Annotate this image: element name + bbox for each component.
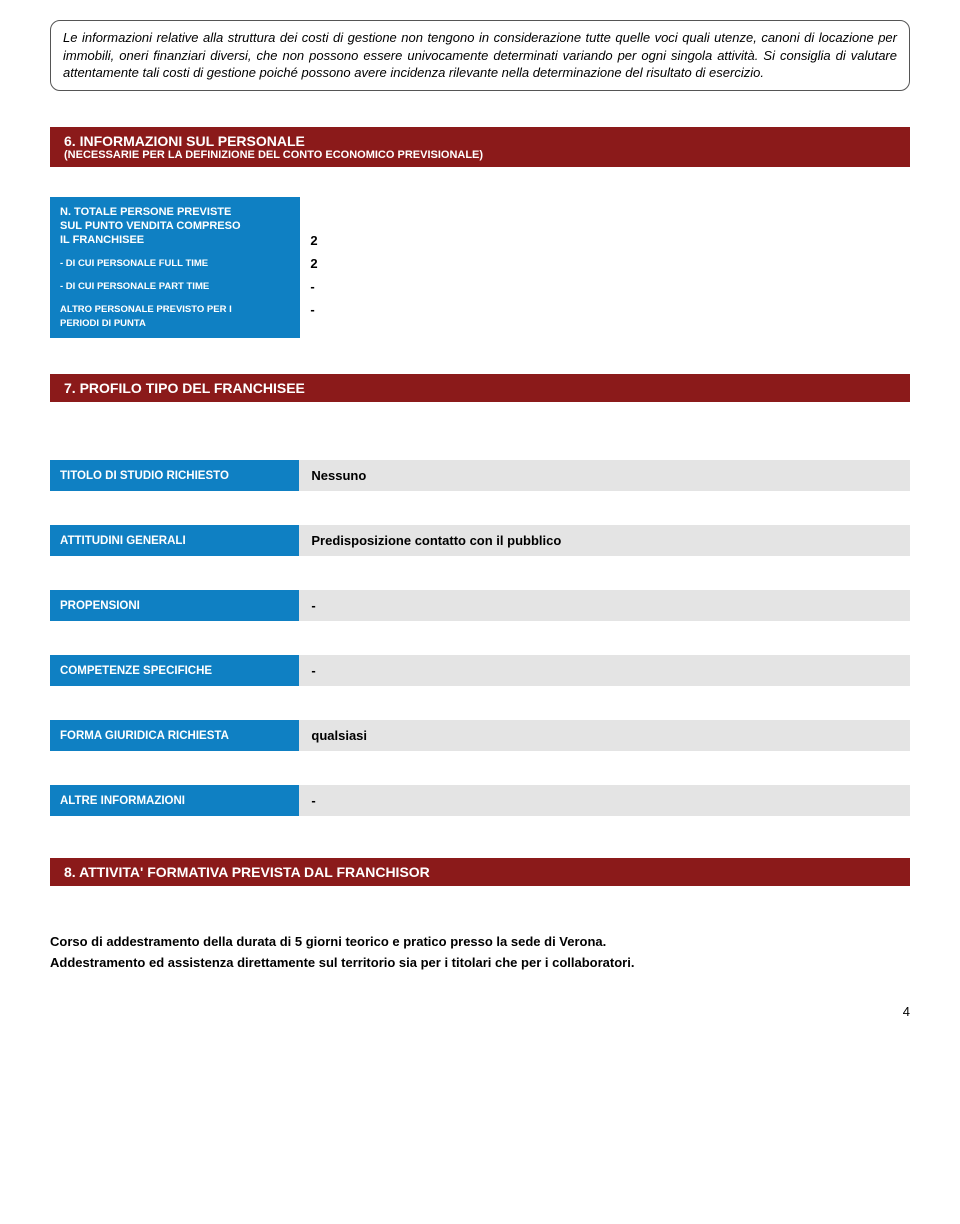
training-info: Corso di addestramento della durata di 5…	[50, 932, 910, 974]
profile-label-forma: FORMA GIURIDICA RICHIESTA	[50, 720, 299, 751]
info-note-text: Le informazioni relative alla struttura …	[63, 30, 897, 80]
section-7-title: PROFILO TIPO DEL FRANCHISEE	[80, 380, 305, 396]
profile-value-competenze: -	[299, 655, 910, 686]
personnel-row-value: -	[300, 298, 531, 339]
section-8-title: ATTIVITA' FORMATIVA PREVISTA DAL FRANCHI…	[79, 864, 430, 880]
profile-value-attitudini: Predisposizione contatto con il pubblico	[299, 525, 910, 556]
section-7-num: 7.	[64, 380, 76, 396]
page-number: 4	[50, 1004, 910, 1019]
personnel-row-value: -	[300, 275, 531, 298]
profile-table: TITOLO DI STUDIO RICHIESTO Nessuno	[50, 454, 910, 497]
profile-label-propensioni: PROPENSIONI	[50, 590, 299, 621]
profile-label-attitudini: ATTITUDINI GENERALI	[50, 525, 299, 556]
profile-table: ALTRE INFORMAZIONI -	[50, 779, 910, 822]
label-text: - DI CUI PERSONALE FULL TIME	[60, 258, 208, 269]
profile-table: FORMA GIURIDICA RICHIESTA qualsiasi	[50, 714, 910, 757]
personnel-table: N. TOTALE PERSONE PREVISTE SUL PUNTO VEN…	[50, 197, 532, 339]
training-line-1: Corso di addestramento della durata di 5…	[50, 932, 910, 953]
profile-value-propensioni: -	[299, 590, 910, 621]
label-text: ALTRO PERSONALE PREVISTO PER I	[60, 304, 232, 315]
info-note-box: Le informazioni relative alla struttura …	[50, 20, 910, 91]
training-line-2: Addestramento ed assistenza direttamente…	[50, 953, 910, 974]
label-text: SUL PUNTO VENDITA COMPRESO	[60, 220, 241, 232]
profile-table: COMPETENZE SPECIFICHE -	[50, 649, 910, 692]
personnel-row-label: - DI CUI PERSONALE PART TIME	[50, 275, 300, 298]
label-text: IL FRANCHISEE	[60, 234, 144, 246]
profile-value-forma: qualsiasi	[299, 720, 910, 751]
personnel-row-value: 2	[300, 197, 531, 252]
section-6-header: 6. INFORMAZIONI SUL PERSONALE (NECESSARI…	[50, 127, 910, 167]
section-6-title: INFORMAZIONI SUL PERSONALE	[80, 133, 305, 149]
personnel-row-label: ALTRO PERSONALE PREVISTO PER I PERIODI D…	[50, 298, 300, 339]
section-6-subtitle: (NECESSARIE PER LA DEFINIZIONE DEL CONTO…	[64, 149, 896, 161]
profile-label-titolo: TITOLO DI STUDIO RICHIESTO	[50, 460, 299, 491]
personnel-row-value: 2	[300, 252, 531, 275]
personnel-row-label: - DI CUI PERSONALE FULL TIME	[50, 252, 300, 275]
profile-value-altre: -	[299, 785, 910, 816]
section-6-num: 6.	[64, 133, 76, 149]
personnel-row-label: N. TOTALE PERSONE PREVISTE SUL PUNTO VEN…	[50, 197, 300, 252]
section-8-header: 8. ATTIVITA' FORMATIVA PREVISTA DAL FRAN…	[50, 858, 910, 886]
section-7-header: 7. PROFILO TIPO DEL FRANCHISEE	[50, 374, 910, 402]
profile-value-titolo: Nessuno	[299, 460, 910, 491]
profile-label-altre: ALTRE INFORMAZIONI	[50, 785, 299, 816]
label-text: N. TOTALE PERSONE PREVISTE	[60, 206, 231, 218]
profile-table: PROPENSIONI -	[50, 584, 910, 627]
section-8-num: 8.	[64, 864, 76, 880]
label-text: PERIODI DI PUNTA	[60, 318, 146, 329]
label-text: - DI CUI PERSONALE PART TIME	[60, 281, 209, 292]
profile-table: ATTITUDINI GENERALI Predisposizione cont…	[50, 519, 910, 562]
profile-label-competenze: COMPETENZE SPECIFICHE	[50, 655, 299, 686]
